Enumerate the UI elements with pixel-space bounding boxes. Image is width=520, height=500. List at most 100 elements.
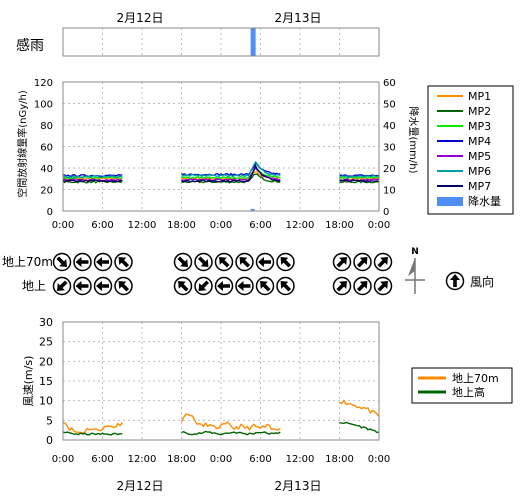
legend-label-mp7: MP7 xyxy=(468,180,491,193)
wind-dir-arrow-group1-upper xyxy=(52,252,72,272)
dose-x-tick: 6:00 xyxy=(249,220,271,231)
wind-dir-arrow-shape xyxy=(336,281,347,292)
wind-y-tick: 15 xyxy=(39,375,53,388)
dose-y-tick-left: 100 xyxy=(34,100,53,111)
wind-dir-arrow-head xyxy=(377,257,388,268)
legend-label-mp5: MP5 xyxy=(468,150,491,163)
wind-dir-arrow-shape xyxy=(178,281,189,292)
wind-dir-arrow-group3-lower xyxy=(353,276,372,296)
dose-y-tick-right: 50 xyxy=(383,100,396,111)
wind-dir-arrow-group2-lower xyxy=(173,276,193,296)
wind-dir-arrow-shape xyxy=(258,257,271,267)
wind-line-ground xyxy=(62,431,123,436)
wind-dir-arrow-shape xyxy=(377,281,388,292)
wind-dir-arrow-head xyxy=(237,281,251,291)
series-line-mp7 xyxy=(181,164,281,183)
wind-speed-chart: 0 5 10 15 20 25 30 0:00 6:00 12:00 18:00 0:00 6:00 12… xyxy=(39,316,390,465)
wind-dir-arrow-group2-upper xyxy=(194,252,213,272)
dose-frame xyxy=(62,81,380,212)
dose-ylabel-left: 空間放射線量率(nGy/h) xyxy=(16,90,29,198)
wind-dir-arrow-shape xyxy=(237,281,251,291)
rain-bar xyxy=(250,208,255,211)
legend-label-mp4: MP4 xyxy=(468,135,491,148)
wind-dir-arrow-head xyxy=(239,257,251,268)
wind-dir-arrow-head xyxy=(336,257,347,268)
wind-dir-arrow-head xyxy=(56,256,67,267)
series-line-mp7 xyxy=(339,179,380,183)
wind-dir-row-70m: 地上70m xyxy=(2,255,53,269)
dose-y-tick-right: 20 xyxy=(383,164,396,175)
wind-y-tick: 10 xyxy=(39,395,53,408)
wind-line-ground xyxy=(181,430,281,436)
wind-dir-arrow-group1-upper xyxy=(73,252,92,272)
dose-y-tick-left: 60 xyxy=(40,143,53,154)
wind-legend-ground: 地上高 xyxy=(452,385,485,399)
wind-dir-arrow-group3-upper xyxy=(353,252,372,272)
wind-dir-arrow-head xyxy=(96,257,109,267)
wind-plot-area xyxy=(63,322,379,440)
series-line-mp7 xyxy=(62,179,123,183)
wind-x-tick: 0:00 xyxy=(52,454,74,465)
wind-dir-arrow-group2-upper xyxy=(173,252,193,272)
wind-x-tick: 12:00 xyxy=(128,454,157,465)
wind-dir-arrow-shape xyxy=(57,280,68,291)
wind-dir-arrow-head xyxy=(356,257,368,268)
legend-swatch-rain xyxy=(437,197,463,206)
wind-x-tick: 0:00 xyxy=(368,454,390,465)
wind-dir-arrow-group2-lower xyxy=(276,276,295,296)
wind-dir-arrow-shape xyxy=(56,256,67,267)
wind-dir-arrow-group2-upper xyxy=(276,252,295,272)
wind-x-tick: 18:00 xyxy=(167,454,196,465)
wind-ylabel: 風速(m/s) xyxy=(22,356,35,407)
wind-line-ground xyxy=(339,421,380,434)
wind-dir-arrow-head xyxy=(118,281,130,292)
wind-dir-arrow-group2-lower xyxy=(214,276,234,296)
wind-dir-arrow-head xyxy=(96,281,109,291)
dose-y-tick-right: 40 xyxy=(383,121,396,132)
dose-x-tick: 18:00 xyxy=(167,220,196,231)
wind-dir-arrow-head xyxy=(280,257,292,268)
wind-y-tick: 5 xyxy=(46,414,53,427)
wind-dir-arrow-shape xyxy=(75,257,89,267)
top-date-1: 2月12日 xyxy=(117,11,164,25)
dose-y-tick-left: 20 xyxy=(40,186,53,197)
legend-label-mp2: MP2 xyxy=(468,105,491,118)
compass-icon: N xyxy=(405,247,425,294)
wind-dir-arrow-head xyxy=(219,257,230,268)
dose-y-tick-left: 120 xyxy=(34,78,53,89)
wind-dir-arrow-shape xyxy=(239,257,251,268)
wind-dir-arrow-head xyxy=(57,280,68,291)
wind-dir-arrow-shape xyxy=(377,257,388,268)
wind-dir-arrow-group3-upper xyxy=(373,252,393,272)
wind-dir-arrow-head xyxy=(336,281,347,292)
top-date-2: 2月13日 xyxy=(275,11,322,25)
wind-legend: 地上70m 地上高 xyxy=(411,367,513,404)
wind-dir-arrow-shape xyxy=(118,257,130,268)
sense-rain-panel xyxy=(62,27,380,57)
wind-dir-arrow-group2-upper xyxy=(214,252,234,272)
wind-dir-arrow-shape xyxy=(219,257,230,268)
series-line-mp2 xyxy=(62,180,123,184)
wind-dir-arrow-head xyxy=(280,281,292,292)
legend-label-mp3: MP3 xyxy=(468,120,491,133)
dose-y-tick-right: 0 xyxy=(383,207,389,218)
wind-dir-arrow-shape xyxy=(118,281,130,292)
wind-dir-arrow-head xyxy=(260,281,271,292)
wind-dir-arrow-group1-lower xyxy=(114,276,133,296)
wind-dir-arrow-group1-upper xyxy=(93,252,113,272)
sense-rain-label: 感雨 xyxy=(16,37,44,54)
wind-dir-arrow-head xyxy=(75,281,89,291)
dose-rate-chart: 0 0 20 10 40 20 60 30 80 40 100 50 120 60 0:00 6:00 12:0… xyxy=(34,78,396,231)
dose-y-tick-right: 30 xyxy=(383,143,396,154)
wind-dir-arrow-group2-lower xyxy=(255,276,275,296)
wind-dir-arrow-shape xyxy=(198,280,210,291)
wind-line-70m xyxy=(62,421,123,434)
wind-dir-arrow-head xyxy=(177,256,188,267)
wind-x-tick: 12:00 xyxy=(286,454,315,465)
series-line-mp3 xyxy=(62,176,123,180)
series-line-mp6 xyxy=(62,175,123,179)
wind-dir-arrow-group1-upper xyxy=(114,252,133,272)
dose-plot-area xyxy=(63,82,379,211)
